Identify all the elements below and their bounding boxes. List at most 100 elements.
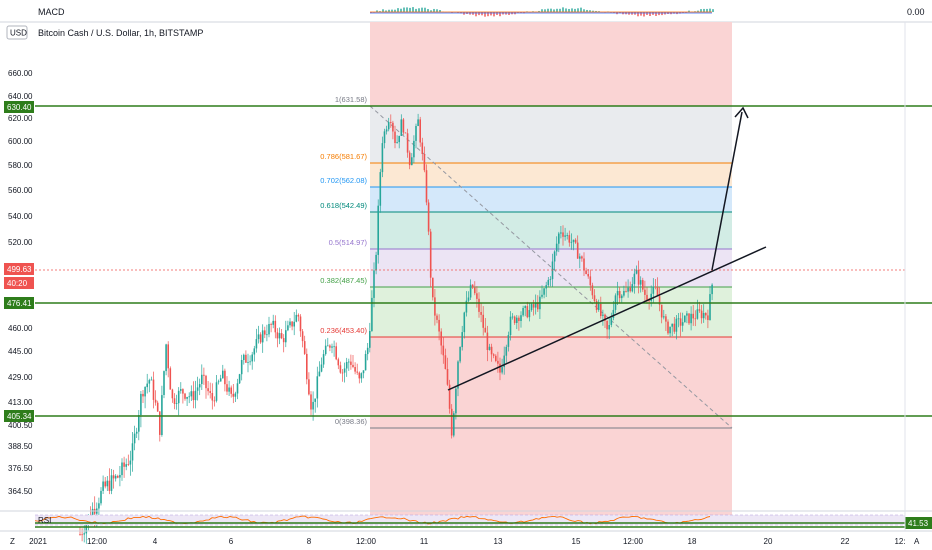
candle-193 [484,318,487,333]
candle-73 [232,384,235,404]
candle-31 [144,386,146,409]
time-tick-4: 8 [307,537,312,546]
candle-13 [106,476,109,491]
candle-24 [129,450,132,476]
candle-299 [707,309,709,329]
candle-37 [156,400,159,412]
candle-54 [192,381,195,409]
candle-260 [625,281,627,293]
candle-128 [348,358,350,371]
candle-75 [236,378,239,400]
candle-60 [205,374,207,399]
candle-280 [667,319,669,335]
candle-80 [247,353,249,373]
candle-143 [379,168,382,213]
candle-62 [209,382,211,399]
candle-223 [547,277,550,287]
candle-222 [545,281,547,297]
rsi-value-badge [905,517,932,529]
candle-159 [413,135,415,164]
candle-291 [690,306,692,331]
candle-286 [679,312,682,337]
currency-badge[interactable] [6,25,28,40]
candle-252 [608,317,610,340]
candle-204 [507,331,510,352]
candle-232 [566,232,568,240]
price-tick-6: 540.00 [8,212,33,221]
candle-153 [400,114,403,136]
candle-246 [595,298,598,313]
candle-162 [419,116,421,147]
candle-129 [350,354,352,370]
candle-139 [371,290,373,332]
candle-130 [352,355,354,369]
candle-195 [488,343,491,351]
time-tick-7: 13 [494,537,503,546]
projection-arrow[interactable] [711,111,743,271]
price-tick-12: 400.50 [8,421,33,430]
candle-63 [211,383,214,410]
candle-278 [663,309,665,320]
fib-diagonal [369,105,733,429]
goto-date-icon[interactable]: Z [10,537,15,546]
time-tick-3: 6 [229,537,234,546]
candle-40 [163,370,165,399]
candle-184 [465,291,468,317]
candle-245 [593,289,596,303]
candle-72 [230,385,232,398]
candle-103 [295,309,298,323]
candle-187 [471,284,474,289]
candle-180 [457,360,459,397]
candle-273 [652,278,655,303]
candle-228 [558,231,560,253]
candle-89 [266,324,268,342]
candle-189 [476,286,478,308]
candle-174 [444,348,447,370]
price-tick-11: 413.00 [8,398,33,407]
candle-288 [684,315,686,323]
candle-156 [406,128,409,158]
price-tick-14: 376.50 [8,464,33,473]
candle-28 [138,410,140,441]
fib-label-5: 0.382(487.45) [320,276,367,285]
candle-56 [196,376,199,401]
candle-2 [83,521,85,543]
candle-36 [154,390,157,406]
time-axis: 2021 12:00 4 6 8 12:00 11 13 15 12:00 18 20 22 12: [29,537,905,546]
candle-244 [591,282,594,299]
auto-scale-toggle[interactable]: A [914,537,920,546]
price-label-current: 499.63 [7,265,32,274]
candle-42 [167,341,169,378]
candle-194 [486,325,489,362]
candle-220 [541,285,543,299]
candle-107 [303,335,306,355]
candle-242 [587,269,589,279]
candle-86 [259,332,262,344]
candle-27 [135,427,138,438]
candle-235 [572,239,575,251]
fib-zone-1-0786 [370,106,732,163]
price-label-resistance-badge [4,101,34,113]
candle-208 [516,315,518,330]
fib-zone-0382-0236 [370,287,732,337]
candle-105 [299,314,302,337]
candle-33 [148,378,151,393]
candle-90 [268,316,270,338]
price-tick-9: 445.00 [8,347,33,356]
candle-277 [660,304,663,324]
candle-74 [234,391,237,402]
candle-250 [604,313,606,328]
candle-179 [455,385,457,420]
candle-126 [343,362,346,383]
candle-41 [165,343,167,376]
candle-91 [270,322,272,333]
candle-256 [616,281,619,305]
candle-201 [501,358,503,375]
candle-158 [411,153,413,166]
time-tick-8: 15 [572,537,581,546]
candle-132 [356,363,358,375]
candle-188 [474,281,476,296]
ascending-trendline[interactable] [447,246,767,391]
candle-83 [253,345,256,362]
